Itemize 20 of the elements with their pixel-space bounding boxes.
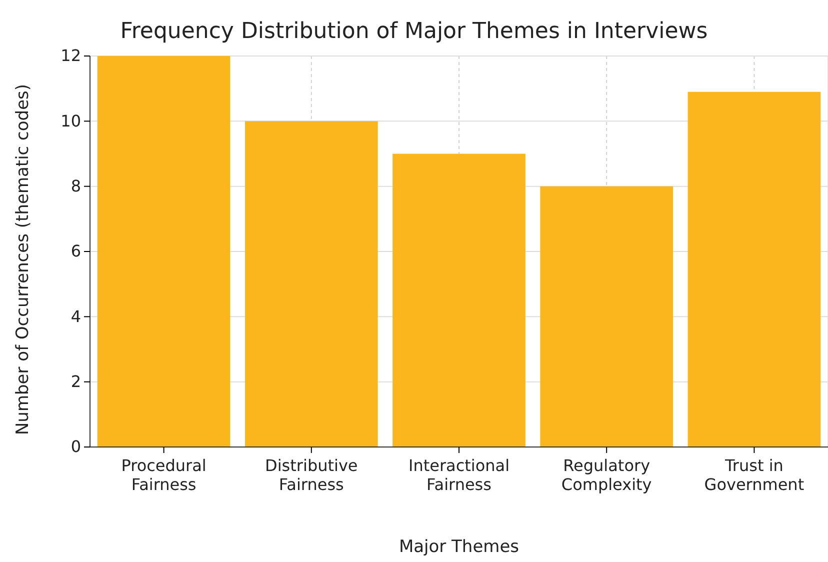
bar (540, 186, 674, 447)
y-tick-label: 4 (70, 306, 81, 326)
x-axis-title: Major Themes (398, 537, 520, 557)
x-tick-label: Distributive Fairness (265, 456, 358, 494)
bar (97, 56, 230, 447)
bar (392, 154, 526, 447)
y-tick-label: 2 (70, 372, 81, 391)
y-axis-title: Number of Occurrences (thematic codes) (13, 84, 33, 436)
x-tick-label: Procedural Fairness (121, 456, 206, 494)
chart-title: Frequency Distribution of Major Themes in Interviews (120, 19, 708, 44)
bar (688, 92, 821, 447)
x-tick-label: Regulatory Complexity (561, 456, 652, 494)
y-tick-label: 6 (70, 242, 81, 261)
x-tick-label: Trust in Government (704, 456, 804, 494)
y-tick-label: 8 (70, 176, 81, 196)
y-tick-label: 10 (60, 111, 81, 130)
bar (244, 121, 378, 447)
y-tick-label: 0 (70, 437, 81, 456)
y-tick-label: 12 (60, 46, 81, 66)
x-tick-label: Interactional Fairness (408, 456, 510, 494)
